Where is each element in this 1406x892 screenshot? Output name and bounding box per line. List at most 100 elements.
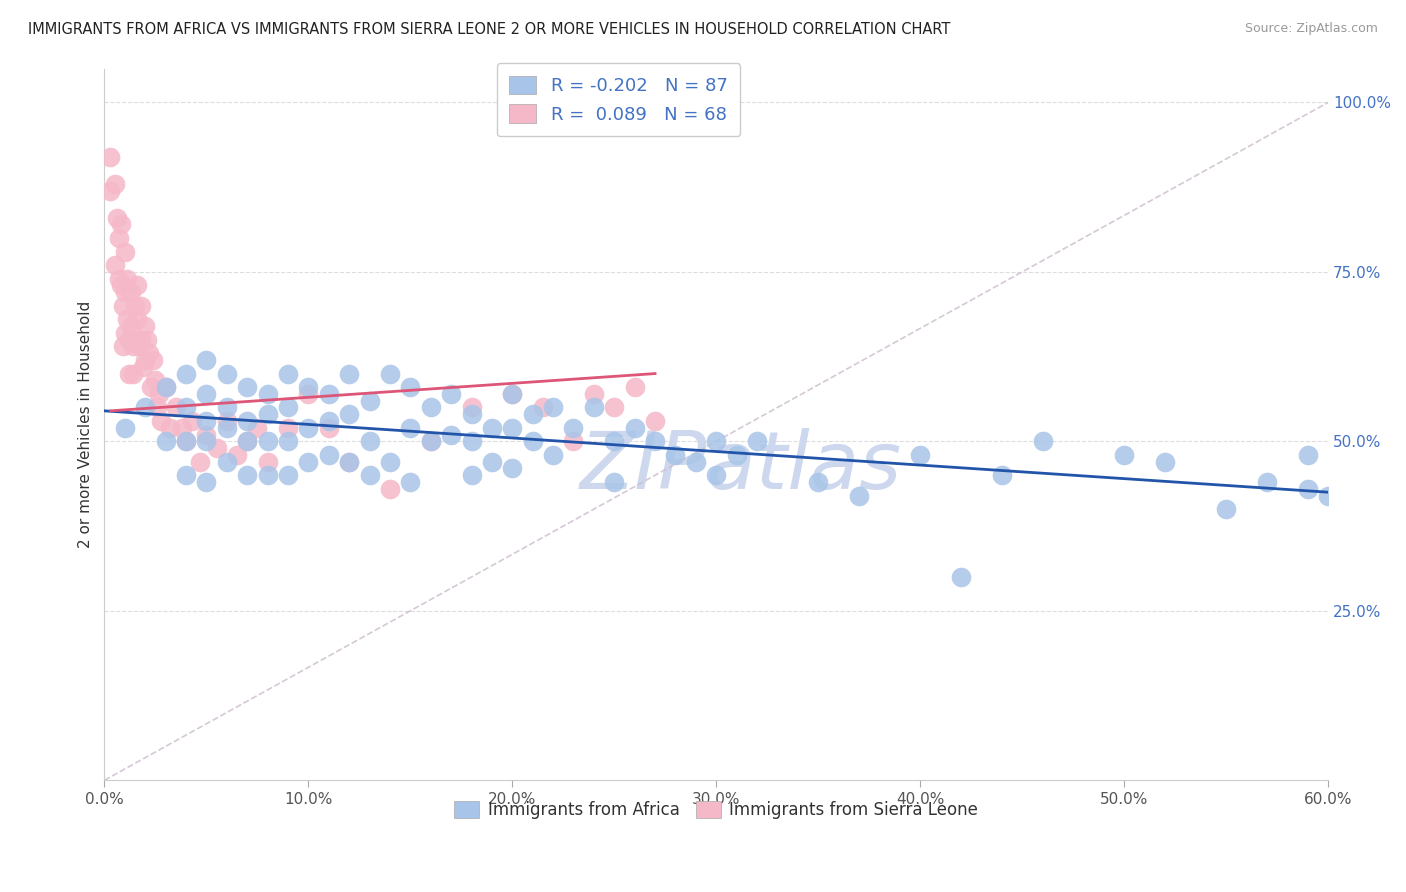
Point bbox=[318, 448, 340, 462]
Point bbox=[541, 401, 564, 415]
Point bbox=[562, 421, 585, 435]
Point bbox=[165, 401, 187, 415]
Point bbox=[359, 393, 381, 408]
Point bbox=[188, 455, 211, 469]
Point bbox=[155, 380, 177, 394]
Point bbox=[141, 380, 163, 394]
Text: ZIPatlas: ZIPatlas bbox=[579, 428, 901, 506]
Point bbox=[124, 299, 146, 313]
Point bbox=[226, 448, 249, 462]
Point bbox=[125, 312, 148, 326]
Point bbox=[1296, 482, 1319, 496]
Point bbox=[277, 367, 299, 381]
Point bbox=[205, 441, 228, 455]
Point bbox=[120, 319, 142, 334]
Point bbox=[501, 421, 523, 435]
Point bbox=[399, 421, 422, 435]
Point bbox=[100, 150, 122, 164]
Y-axis label: 2 or more Vehicles in Household: 2 or more Vehicles in Household bbox=[79, 301, 93, 548]
Point bbox=[138, 346, 160, 360]
Point bbox=[991, 468, 1014, 483]
Point bbox=[664, 448, 686, 462]
Point bbox=[460, 434, 482, 449]
Point bbox=[460, 401, 482, 415]
Point bbox=[114, 244, 136, 259]
Point bbox=[359, 468, 381, 483]
Point bbox=[120, 285, 142, 300]
Point bbox=[378, 367, 401, 381]
Point bbox=[318, 421, 340, 435]
Point bbox=[103, 177, 125, 191]
Point bbox=[155, 380, 177, 394]
Point bbox=[114, 421, 136, 435]
Point bbox=[142, 353, 165, 368]
Point bbox=[1154, 455, 1177, 469]
Legend: Immigrants from Africa, Immigrants from Sierra Leone: Immigrants from Africa, Immigrants from … bbox=[447, 794, 986, 825]
Text: Source: ZipAtlas.com: Source: ZipAtlas.com bbox=[1244, 22, 1378, 36]
Point bbox=[297, 387, 319, 401]
Point bbox=[115, 312, 138, 326]
Point bbox=[522, 434, 544, 449]
Point bbox=[623, 421, 645, 435]
Point bbox=[100, 184, 122, 198]
Point bbox=[603, 475, 626, 489]
Point bbox=[118, 333, 141, 347]
Point bbox=[704, 434, 727, 449]
Point bbox=[118, 367, 141, 381]
Point bbox=[110, 278, 132, 293]
Point bbox=[685, 455, 707, 469]
Point bbox=[950, 570, 973, 584]
Point bbox=[277, 468, 299, 483]
Point bbox=[129, 333, 152, 347]
Point bbox=[1317, 489, 1340, 503]
Point bbox=[337, 455, 360, 469]
Point bbox=[256, 455, 278, 469]
Point bbox=[807, 475, 830, 489]
Point bbox=[562, 434, 585, 449]
Point bbox=[236, 380, 259, 394]
Point bbox=[124, 333, 146, 347]
Point bbox=[150, 414, 173, 428]
Point bbox=[195, 353, 218, 368]
Point bbox=[704, 468, 727, 483]
Point bbox=[236, 434, 259, 449]
Point bbox=[195, 414, 218, 428]
Point bbox=[103, 258, 125, 272]
Point bbox=[359, 434, 381, 449]
Point bbox=[122, 339, 145, 353]
Point bbox=[215, 414, 238, 428]
Point bbox=[582, 387, 605, 401]
Point bbox=[174, 367, 197, 381]
Point bbox=[460, 468, 482, 483]
Point bbox=[399, 380, 422, 394]
Point bbox=[297, 421, 319, 435]
Point bbox=[745, 434, 768, 449]
Point bbox=[848, 489, 870, 503]
Point bbox=[318, 387, 340, 401]
Point bbox=[159, 421, 181, 435]
Point bbox=[181, 414, 204, 428]
Point bbox=[111, 339, 134, 353]
Point bbox=[603, 401, 626, 415]
Point bbox=[195, 475, 218, 489]
Point bbox=[256, 407, 278, 421]
Point bbox=[122, 367, 145, 381]
Point bbox=[174, 434, 197, 449]
Point bbox=[174, 468, 197, 483]
Point bbox=[419, 434, 441, 449]
Point bbox=[129, 299, 152, 313]
Point bbox=[623, 380, 645, 394]
Point bbox=[215, 455, 238, 469]
Point bbox=[419, 401, 441, 415]
Point bbox=[297, 455, 319, 469]
Point bbox=[481, 421, 503, 435]
Point bbox=[134, 401, 156, 415]
Point bbox=[114, 326, 136, 340]
Point bbox=[236, 434, 259, 449]
Point bbox=[1256, 475, 1278, 489]
Point bbox=[136, 333, 159, 347]
Point bbox=[114, 285, 136, 300]
Point bbox=[908, 448, 931, 462]
Point bbox=[541, 448, 564, 462]
Point bbox=[256, 468, 278, 483]
